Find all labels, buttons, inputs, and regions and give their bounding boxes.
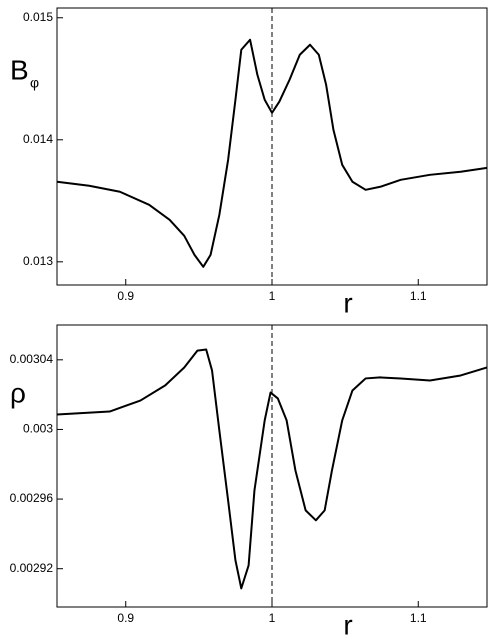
x-axis-label: r [343, 287, 352, 318]
y-tick-label: 0.013 [23, 254, 53, 268]
data-line [56, 348, 488, 590]
x-tick-label: 1.1 [410, 289, 427, 303]
x-tick-label: 1.1 [410, 611, 427, 625]
x-tick-label: 1 [269, 611, 276, 625]
y-axis-label: B [10, 54, 29, 85]
y-axis-label-sub: φ [30, 75, 39, 91]
y-tick-label: 0.00304 [10, 352, 54, 366]
y-tick-label: 0.014 [23, 132, 53, 146]
x-tick-label: 0.9 [117, 289, 134, 303]
x-tick-label: 0.9 [117, 611, 134, 625]
x-axis-label: r [343, 609, 352, 640]
y-tick-label: 0.00292 [10, 561, 54, 575]
y-tick-label: 0.00296 [10, 491, 54, 505]
y-tick-label: 0.003 [23, 422, 53, 436]
y-tick-label: 0.015 [23, 10, 53, 24]
x-tick-label: 1 [269, 289, 276, 303]
data-line [56, 38, 488, 268]
y-axis-label: ρ [10, 377, 26, 408]
